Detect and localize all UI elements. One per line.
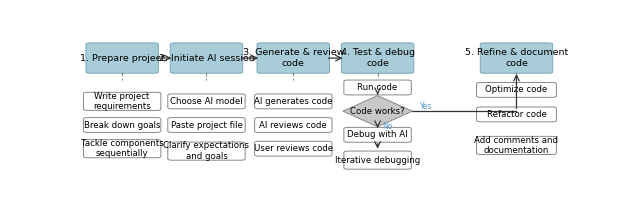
FancyBboxPatch shape: [341, 43, 414, 73]
FancyBboxPatch shape: [255, 141, 332, 156]
FancyBboxPatch shape: [168, 118, 245, 132]
Text: Tackle components
sequentially: Tackle components sequentially: [81, 139, 164, 158]
FancyBboxPatch shape: [344, 127, 412, 142]
FancyBboxPatch shape: [477, 107, 556, 122]
Text: Run code: Run code: [358, 83, 397, 92]
Text: Yes: Yes: [420, 102, 432, 111]
FancyBboxPatch shape: [255, 94, 332, 109]
Polygon shape: [343, 96, 412, 127]
Text: Refactor code: Refactor code: [486, 110, 547, 119]
FancyBboxPatch shape: [257, 43, 330, 73]
Text: Iterative debugging: Iterative debugging: [335, 156, 420, 165]
FancyBboxPatch shape: [344, 80, 412, 95]
Text: No: No: [383, 121, 393, 131]
Text: AI reviews code: AI reviews code: [259, 120, 327, 130]
FancyBboxPatch shape: [477, 136, 556, 155]
FancyBboxPatch shape: [168, 94, 245, 109]
FancyBboxPatch shape: [480, 43, 553, 73]
Text: 3. Generate & review
code: 3. Generate & review code: [243, 48, 344, 68]
Text: Debug with AI: Debug with AI: [348, 130, 408, 139]
Text: Write project
requirements: Write project requirements: [93, 92, 151, 111]
Text: 4. Test & debug
code: 4. Test & debug code: [340, 48, 415, 68]
Text: Clarify expectations
and goals: Clarify expectations and goals: [163, 141, 250, 161]
Text: 5. Refine & document
code: 5. Refine & document code: [465, 48, 568, 68]
Text: Choose AI model: Choose AI model: [170, 97, 243, 106]
Text: Add comments and
documentation: Add comments and documentation: [474, 136, 559, 155]
Text: Break down goals: Break down goals: [84, 120, 161, 130]
Text: AI generates code: AI generates code: [254, 97, 333, 106]
FancyBboxPatch shape: [255, 118, 332, 132]
FancyBboxPatch shape: [170, 43, 243, 73]
Text: 1. Prepare project: 1. Prepare project: [80, 54, 164, 63]
Text: Paste project file: Paste project file: [170, 120, 243, 130]
Text: Optimize code: Optimize code: [485, 85, 548, 94]
FancyBboxPatch shape: [83, 140, 161, 158]
FancyBboxPatch shape: [168, 142, 245, 160]
FancyBboxPatch shape: [86, 43, 158, 73]
Text: User reviews code: User reviews code: [253, 144, 333, 153]
FancyBboxPatch shape: [344, 151, 412, 169]
Text: 2. Initiate AI session: 2. Initiate AI session: [159, 54, 254, 63]
Text: Code works?: Code works?: [350, 107, 405, 116]
FancyBboxPatch shape: [477, 82, 556, 97]
FancyBboxPatch shape: [83, 118, 161, 132]
FancyBboxPatch shape: [83, 92, 161, 110]
